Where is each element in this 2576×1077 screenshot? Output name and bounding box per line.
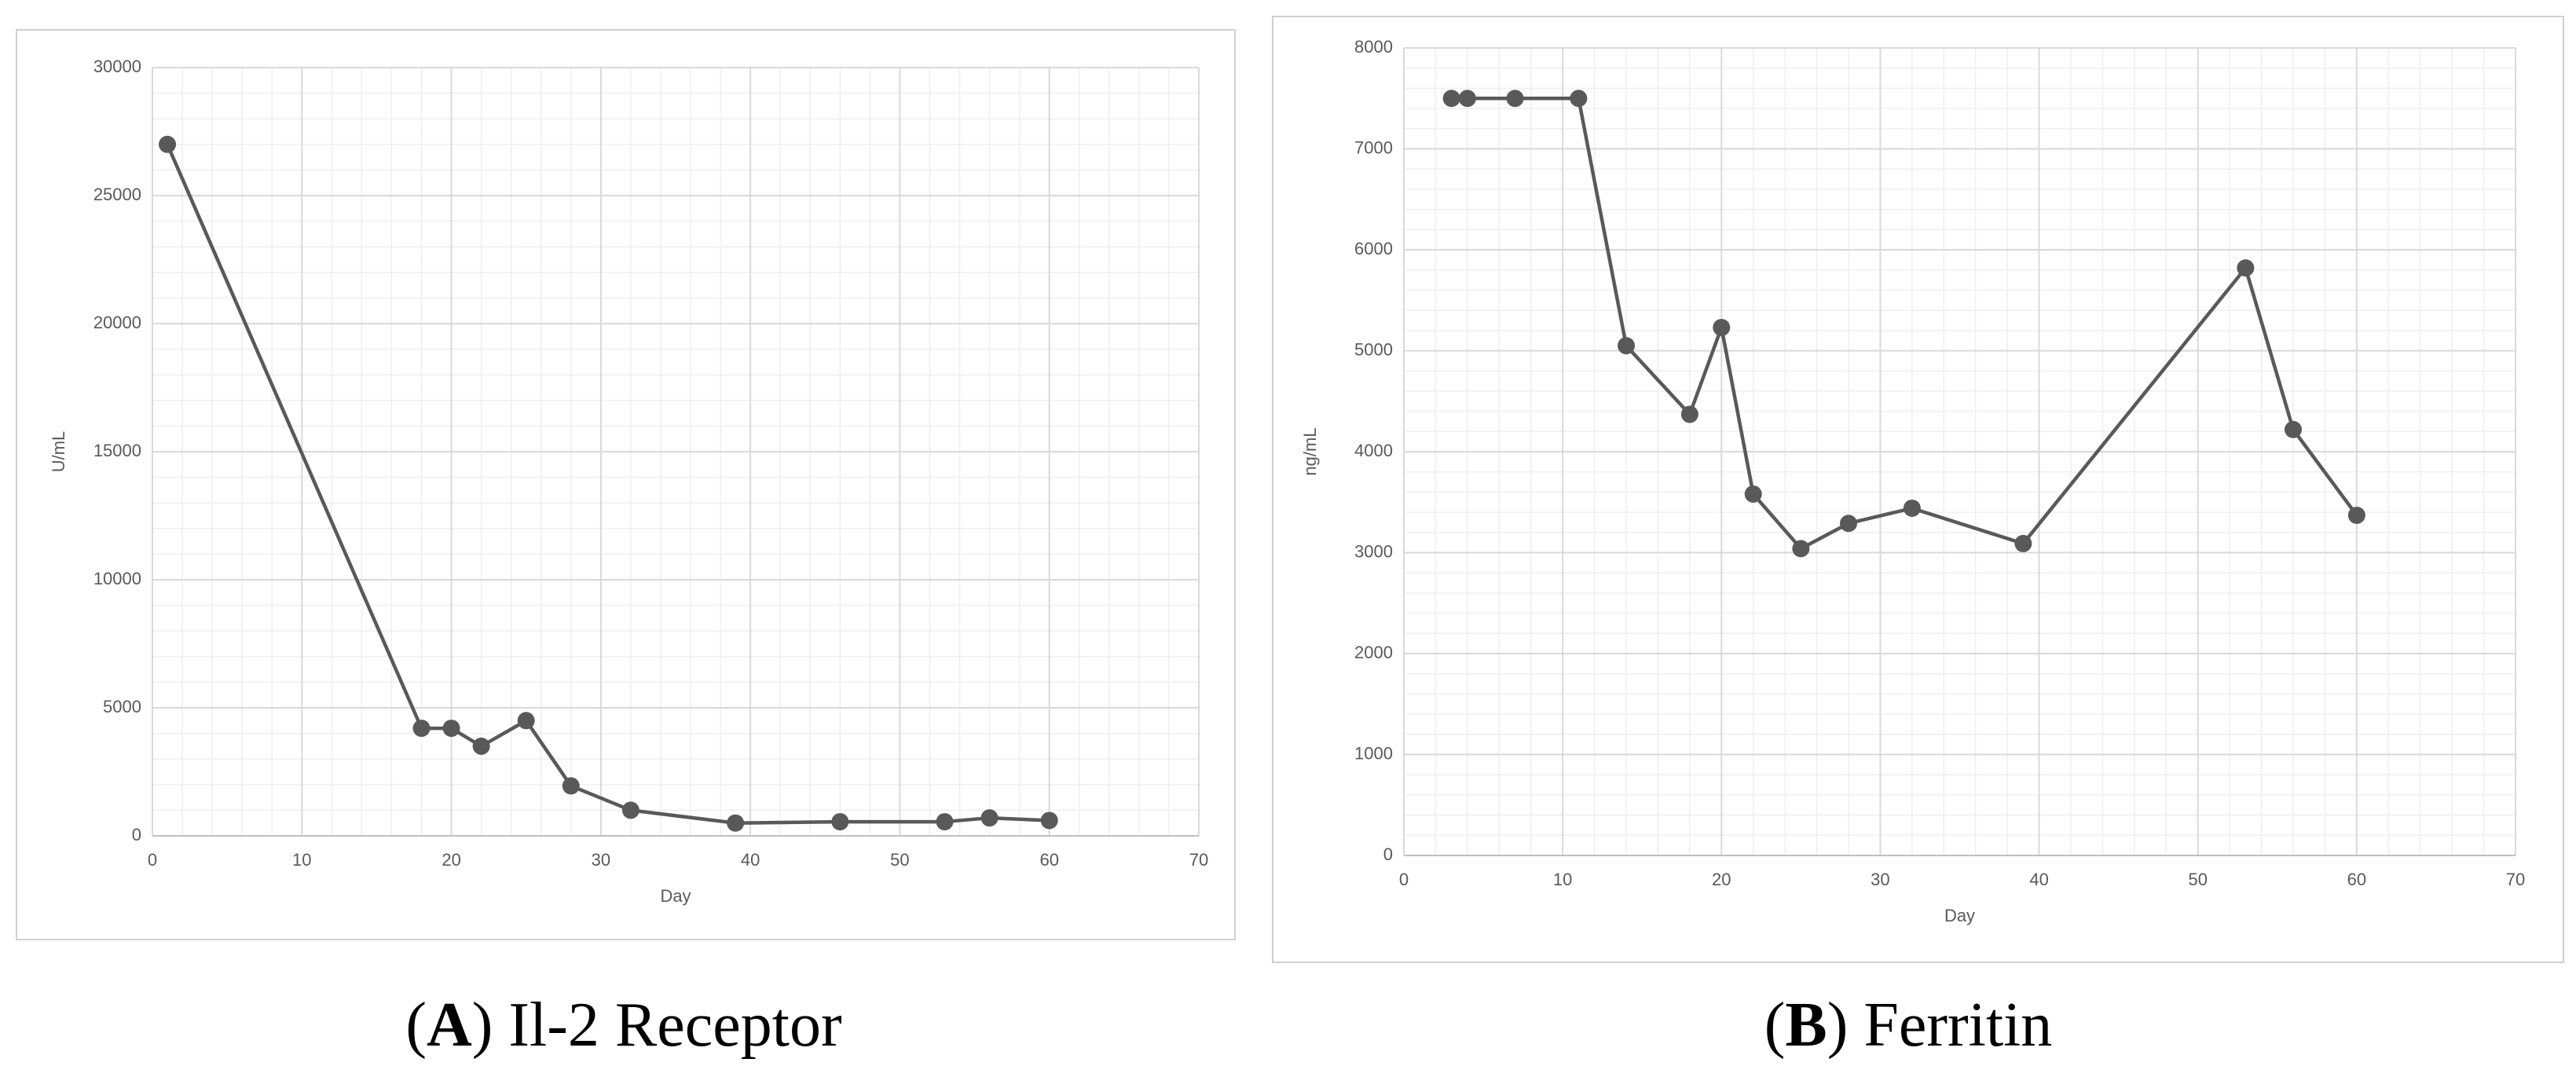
y-tick-label: 10000 <box>93 569 141 588</box>
data-point <box>1713 318 1731 336</box>
y-tick-label: 0 <box>132 825 141 844</box>
x-tick-label: 60 <box>2347 870 2366 889</box>
y-tick-label: 8000 <box>1354 37 1393 57</box>
y-tick-label: 0 <box>1383 844 1393 864</box>
chart-border <box>1272 16 2564 963</box>
data-point <box>1040 811 1058 830</box>
data-point <box>2014 534 2032 552</box>
data-point <box>1458 90 1476 108</box>
chart-border <box>16 29 1236 940</box>
x-tick-label: 10 <box>292 850 311 870</box>
x-tick-label: 30 <box>592 850 610 870</box>
data-point <box>442 720 460 738</box>
x-tick-label: 20 <box>1712 870 1731 889</box>
caption-open: ( <box>405 991 427 1060</box>
data-point <box>936 813 954 831</box>
y-axis-label: U/mL <box>49 431 68 473</box>
y-tick-label: 7000 <box>1354 137 1393 157</box>
y-tick-label: 5000 <box>103 697 141 716</box>
caption-rest: ) Ferritin <box>1827 991 2053 1060</box>
data-point <box>831 813 849 831</box>
data-point <box>1792 540 1810 558</box>
data-point <box>472 737 490 755</box>
x-tick-label: 50 <box>890 850 909 870</box>
y-axis-label: ng/mL <box>1300 427 1320 475</box>
data-point <box>562 777 580 795</box>
data-point <box>159 135 177 153</box>
x-axis-label: Day <box>660 886 691 906</box>
y-tick-label: 1000 <box>1354 743 1393 763</box>
y-tick-label: 6000 <box>1354 239 1393 258</box>
y-tick-label: 5000 <box>1354 339 1393 359</box>
data-point <box>1442 90 1460 108</box>
data-point <box>1680 405 1698 423</box>
chart: 0 1000 2000 3000 4000 5000 6000 7000 8000 0 10 20 30… <box>1272 16 2564 963</box>
y-tick-label: 30000 <box>93 57 141 76</box>
x-tick-label: 70 <box>2506 870 2525 889</box>
y-tick-label: 2000 <box>1354 643 1393 662</box>
x-tick-label: 60 <box>1039 850 1058 870</box>
x-axis-label: Day <box>1944 906 1975 925</box>
y-tick-label: 20000 <box>93 313 141 332</box>
data-point <box>412 720 431 738</box>
x-tick-label: 40 <box>741 850 760 870</box>
y-tick-label: 25000 <box>93 185 141 204</box>
data-point <box>1618 337 1635 355</box>
caption: (A) Il-2 Receptor <box>405 991 841 1060</box>
data-point <box>2347 506 2365 524</box>
caption-rest: ) Il-2 Receptor <box>472 991 842 1060</box>
data-point <box>2237 259 2255 277</box>
x-tick-label: 20 <box>442 850 460 870</box>
data-point <box>1903 499 1921 517</box>
caption-label: A <box>427 991 472 1060</box>
x-tick-label: 0 <box>1399 870 1409 889</box>
y-tick-label: 4000 <box>1354 441 1393 460</box>
data-point <box>621 801 639 819</box>
y-tick-label: 3000 <box>1354 541 1393 561</box>
data-point <box>1570 90 1588 108</box>
y-tick-label: 15000 <box>93 441 141 460</box>
data-point <box>517 712 535 730</box>
data-point <box>1506 90 1524 108</box>
x-tick-label: 50 <box>2188 870 2207 889</box>
caption-open: ( <box>1764 991 1786 1060</box>
caption: (B) Ferritin <box>1764 991 2053 1060</box>
caption-label: B <box>1785 991 1827 1060</box>
data-point <box>1744 485 1762 503</box>
data-point <box>727 814 745 832</box>
data-point <box>980 809 999 827</box>
x-tick-label: 30 <box>1871 870 1889 889</box>
x-tick-label: 70 <box>1189 850 1208 870</box>
x-tick-label: 10 <box>1553 870 1572 889</box>
x-tick-label: 40 <box>2029 870 2048 889</box>
data-point <box>2285 420 2302 438</box>
chart: 0 5000 10000 15000 20000 25000 30000 0 10 20 30 40 5… <box>16 29 1236 940</box>
data-point <box>1840 515 1857 533</box>
x-tick-label: 0 <box>148 850 157 870</box>
